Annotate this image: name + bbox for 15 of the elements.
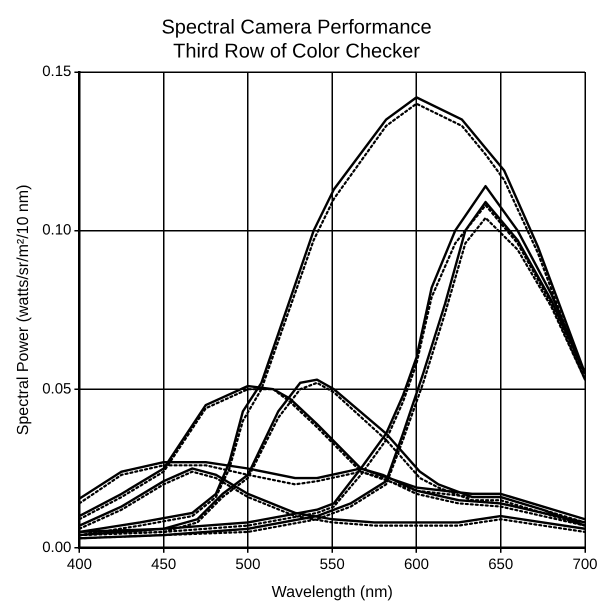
x-axis-title: Wavelength (nm) [272,584,393,601]
chart-subtitle: Third Row of Color Checker [173,40,420,63]
y-tick-label: 0.00 [42,538,72,556]
x-tick-label: 450 [151,556,176,573]
y-tick-label: 0.10 [42,222,72,239]
x-tick-label: 700 [572,556,598,573]
chart-title: Spectral Camera Performance [161,16,432,39]
y-tick-label: 0.15 [42,63,72,80]
x-tick-label: 550 [320,556,345,573]
x-tick-label: 600 [404,556,429,573]
x-tick-label: 650 [488,556,514,573]
x-tick-label: 400 [66,556,92,573]
y-axis-title: Spectral Power (watts/sr/m²/10 nm) [15,184,32,436]
x-tick-label: 500 [235,556,260,573]
y-tick-label: 0.05 [42,380,72,398]
